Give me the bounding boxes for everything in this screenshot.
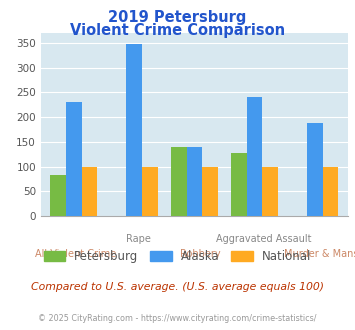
Bar [126, 44, 142, 216]
Bar [202, 167, 218, 216]
Text: Aggravated Assault: Aggravated Assault [215, 234, 311, 244]
Text: Violent Crime Comparison: Violent Crime Comparison [70, 23, 285, 38]
Text: 2019 Petersburg: 2019 Petersburg [108, 10, 247, 25]
Bar [247, 97, 262, 216]
Bar [307, 123, 323, 216]
Bar [171, 147, 186, 216]
Text: All Violent Crime: All Violent Crime [35, 249, 116, 259]
Bar [66, 102, 82, 216]
Text: Compared to U.S. average. (U.S. average equals 100): Compared to U.S. average. (U.S. average … [31, 282, 324, 292]
Bar [82, 167, 97, 216]
Bar [323, 167, 338, 216]
Bar [231, 153, 247, 216]
Bar [142, 167, 158, 216]
Text: Rape: Rape [126, 234, 151, 244]
Bar [186, 147, 202, 216]
Legend: Petersburg, Alaska, National: Petersburg, Alaska, National [39, 245, 316, 268]
Text: Murder & Mans...: Murder & Mans... [284, 249, 355, 259]
Text: Robbery: Robbery [180, 249, 221, 259]
Bar [262, 167, 278, 216]
Text: © 2025 CityRating.com - https://www.cityrating.com/crime-statistics/: © 2025 CityRating.com - https://www.city… [38, 314, 317, 323]
Bar [50, 175, 66, 216]
